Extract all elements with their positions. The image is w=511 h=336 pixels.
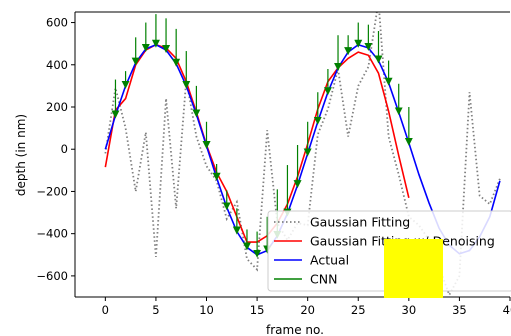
x-tick-label: 20 (300, 303, 315, 317)
x-tick-label: 0 (102, 303, 109, 317)
y-tick-label: −600 (36, 269, 68, 283)
axes: 0 5 10 15 20 25 30 35 40 −600 −400 −200 0 200 400 600 (36, 11, 511, 317)
x-axis-label: frame no. (266, 323, 324, 336)
series-cnn (111, 14, 413, 258)
legend-label: Gaussian Fitting (310, 215, 410, 230)
x-tick-label: 10 (199, 303, 214, 317)
x-tick-label: 40 (503, 303, 511, 317)
x-tick-label: 25 (351, 303, 366, 317)
y-tick-label: 0 (61, 142, 68, 156)
y-tick-label: 400 (46, 58, 68, 72)
y-tick-label: −200 (36, 184, 68, 198)
legend-label: CNN (310, 272, 337, 287)
y-axis-label: depth (in nm) (14, 114, 28, 196)
y-tick-label: 600 (46, 16, 68, 30)
y-tick-label: 200 (46, 100, 68, 114)
x-tick-label: 15 (250, 303, 265, 317)
legend-label: Actual (310, 253, 349, 268)
y-tick-label: −400 (36, 227, 68, 241)
x-tick-label: 5 (152, 303, 159, 317)
x-tick-label: 35 (452, 303, 467, 317)
x-tick-label: 30 (402, 303, 417, 317)
highlight-box (384, 239, 443, 298)
